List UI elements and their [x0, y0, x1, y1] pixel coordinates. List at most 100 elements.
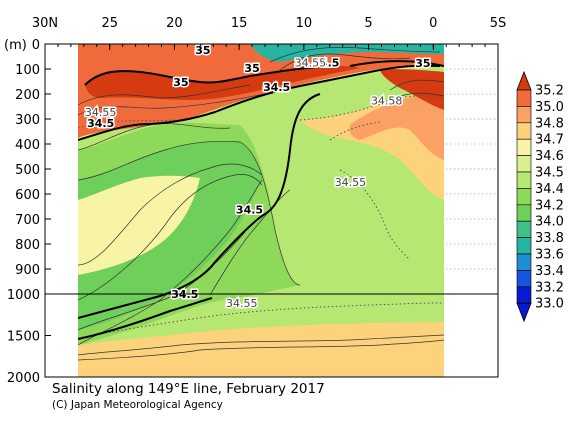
depth-reference-lines [446, 68, 498, 270]
contour-line-34-5-deep [78, 93, 321, 319]
colorbar-swatch [516, 155, 532, 173]
y-tick-label: 500 [15, 163, 40, 178]
contour-label: 34.55 [226, 297, 258, 310]
thin-contours [78, 46, 444, 361]
y-tick-label: 600 [15, 188, 40, 203]
colorbar-label: 34.2 [535, 198, 564, 213]
y-tick-label: 400 [15, 138, 40, 153]
colorbar-swatch [516, 270, 532, 288]
colorbar-swatch [516, 106, 532, 124]
y-axis: 100 200 300 400 500 600 700 800 900 1000 1500 2000 0 [7, 38, 51, 386]
salinity-band [85, 66, 444, 110]
contour-label: 34.5 [236, 203, 263, 216]
contour-line-35-b [349, 60, 444, 67]
contour-label: 34.55 [335, 176, 367, 189]
colorbar-label: 35.0 [535, 100, 564, 115]
x-tick-label: 30N [32, 16, 58, 31]
y-axis-unit: (m) [4, 38, 27, 53]
x-tick-label: 5S [490, 16, 507, 31]
contour-line [78, 119, 176, 129]
colorbar-swatch [516, 89, 532, 107]
contour-line [78, 140, 301, 286]
contour-label: 34.5 [87, 117, 114, 130]
colorbar-label: 35.2 [535, 84, 564, 99]
colorbar-label: 33.0 [535, 297, 564, 312]
contour-line-34-5-lower [78, 297, 213, 340]
bold-contours [78, 60, 444, 340]
x-tick-label: 10 [296, 16, 313, 31]
plot-frame [44, 43, 499, 378]
salinity-band [349, 93, 444, 160]
contour-line [329, 121, 381, 141]
colorbar-swatch [516, 220, 532, 238]
contour-label: 34.55 [295, 57, 327, 70]
chart-credit: (C) Japan Meteorological Agency [52, 399, 223, 411]
contour-line [78, 174, 263, 301]
contour-line [78, 339, 444, 361]
contour-labels: 35 35 35 34.5 34.5 34.55 35 34.58 34.55 … [83, 43, 432, 312]
colorbar-bottom-arrow [516, 302, 532, 323]
x-axis: 30N 25 20 15 10 5 0 5S [32, 16, 506, 50]
colorbar-label: 33.4 [535, 264, 564, 279]
colorbar-swatch [516, 286, 532, 304]
y-tick-label: 2000 [7, 371, 40, 386]
contour-label: 34.5 [263, 81, 290, 94]
x-tick-label: 5 [364, 16, 372, 31]
colorbar-label: 33.6 [535, 248, 564, 263]
y-tick-label: 1500 [7, 330, 40, 345]
x-tick-label: 20 [166, 16, 183, 31]
colorbar-swatch [516, 204, 532, 222]
contour-line [394, 92, 444, 99]
contour-line [78, 231, 246, 331]
colorbar-label: 34.6 [535, 149, 564, 164]
colorbar-swatch [516, 138, 532, 156]
colorbar-swatch [516, 237, 532, 255]
x-tick-label: 15 [231, 16, 248, 31]
colorbar-swatch [516, 122, 532, 140]
contour-label: 35 [415, 57, 430, 70]
contour-line-34-5-upper [78, 64, 441, 141]
colorbar-top-arrow [516, 70, 532, 91]
contour-line [389, 79, 444, 91]
contour-line-35-a [84, 65, 331, 86]
contour-line [269, 46, 441, 63]
x-tick-label: 0 [429, 16, 437, 31]
colorbar-label: 34.0 [535, 215, 564, 230]
contour-label: 34.58 [371, 95, 403, 108]
salinity-band [78, 175, 200, 275]
y-tick-label: 900 [15, 263, 40, 278]
y-tick-label: 0 [32, 38, 40, 53]
y-tick-label: 800 [15, 238, 40, 253]
x-tick-label: 25 [101, 16, 118, 31]
y-tick-label: 700 [15, 213, 40, 228]
contour-label: 35 [173, 76, 188, 89]
y-tick-label: 1000 [7, 288, 40, 303]
contour-line [78, 93, 266, 116]
contour-label: 34.5 [312, 57, 339, 70]
colorbar-swatch [516, 171, 532, 189]
contour-line [78, 302, 444, 339]
colorbar-label: 33.2 [535, 280, 564, 295]
dotted-contours [78, 95, 444, 339]
salinity-band [250, 44, 444, 62]
colorbar-swatch [516, 253, 532, 271]
y-tick-label: 100 [15, 63, 40, 78]
y-tick-label: 300 [15, 113, 40, 128]
contour-line [339, 169, 411, 261]
y-tick-label: 200 [15, 88, 40, 103]
colorbar-swatch [516, 188, 532, 206]
contour-label: 35 [244, 62, 259, 75]
contour-line [78, 163, 263, 266]
colorbar: 35.235.034.8 34.734.6 34.534.434.2 34.033.8… [516, 70, 564, 323]
contour-line [279, 53, 411, 71]
contour-label: 34.55 [85, 106, 117, 119]
colorbar-label: 34.8 [535, 116, 564, 131]
contour-line [78, 84, 251, 106]
colorbar-label: 33.8 [535, 231, 564, 246]
contour-line [299, 95, 444, 121]
colorbar-label: 34.7 [535, 133, 564, 148]
contour-line [209, 189, 291, 296]
colorbar-label: 34.4 [535, 182, 564, 197]
contour-line [78, 334, 444, 356]
